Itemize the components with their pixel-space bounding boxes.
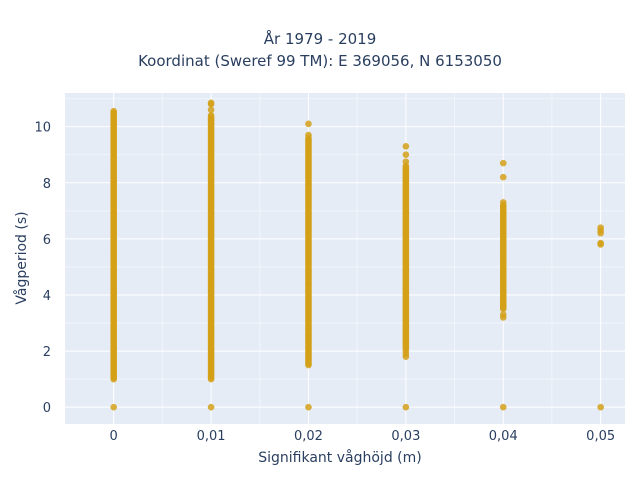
data-point [207, 112, 215, 119]
plot-area [65, 93, 625, 424]
data-point [110, 403, 117, 411]
x-tick-label: 0,02 [294, 429, 323, 444]
x-tick-label: 0,03 [391, 429, 420, 444]
data-point [597, 239, 604, 247]
data-point [207, 403, 215, 411]
data-point [402, 403, 410, 411]
x-axis-ticks: 0 0,01 0,02 0,03 0,04 0,05 [110, 429, 616, 444]
y-tick-label: 0 [43, 401, 51, 416]
data-points [110, 99, 604, 411]
data-point [402, 347, 410, 355]
data-point [499, 199, 507, 206]
data-point [499, 173, 507, 181]
x-axis-label: Signifikant våghöjd (m) [258, 449, 421, 466]
data-point [305, 403, 312, 411]
data-point [402, 142, 410, 150]
y-tick-label: 8 [43, 177, 51, 192]
data-point [207, 106, 215, 114]
y-tick-label: 2 [43, 345, 51, 360]
x-tick-label: 0,01 [197, 429, 226, 444]
x-tick-label: 0,04 [489, 429, 518, 444]
data-point [207, 99, 215, 107]
x-tick-label: 0,05 [586, 429, 615, 444]
y-axis-ticks: 0 2 4 6 8 10 [34, 121, 51, 417]
x-tick-label: 0 [110, 429, 118, 444]
y-tick-label: 10 [34, 121, 51, 136]
y-tick-label: 4 [43, 289, 51, 304]
data-point [499, 311, 507, 318]
y-tick-label: 6 [43, 233, 51, 248]
data-point [305, 131, 312, 139]
chart-title-line-2: Koordinat (Sweref 99 TM): E 369056, N 61… [138, 52, 502, 70]
data-point [597, 403, 604, 411]
data-point [499, 159, 507, 167]
data-point [499, 403, 507, 411]
chart-title: År 1979 - 2019 Koordinat (Sweref 99 TM):… [0, 28, 640, 72]
data-point [110, 107, 117, 115]
y-axis-label: Vågperiod (s) [13, 211, 30, 304]
data-point [305, 120, 312, 128]
data-point [402, 151, 410, 159]
data-point [597, 224, 604, 231]
chart-title-line-1: År 1979 - 2019 [263, 30, 377, 48]
data-point [402, 158, 410, 166]
